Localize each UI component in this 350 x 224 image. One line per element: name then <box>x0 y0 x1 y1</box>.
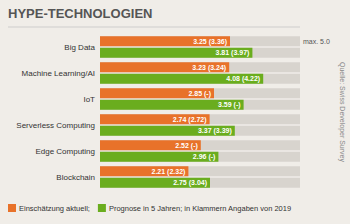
bar <box>100 152 218 162</box>
data-label: 3.23 (3.24) <box>192 64 226 72</box>
chart: HYPE-TECHNOLOGIEN Big Data 3.25 (3.36) 3.81… <box>0 0 350 224</box>
category-label: Blockchain <box>56 173 95 182</box>
data-label: 3.25 (3.36) <box>193 38 227 46</box>
source: Quelle: Swiss Developer Survey <box>338 62 346 162</box>
track <box>100 48 300 58</box>
bar <box>100 100 244 110</box>
background <box>0 0 350 224</box>
track <box>100 140 300 150</box>
track <box>100 114 300 124</box>
track <box>100 126 300 136</box>
data-label: 3.81 (3.97) <box>216 49 250 57</box>
legend-entry: Einschätzung aktuell; <box>19 204 90 213</box>
bar <box>100 74 263 84</box>
track <box>100 178 300 188</box>
category-label: Big Data <box>64 43 95 52</box>
bar <box>100 88 214 98</box>
bar <box>100 36 230 46</box>
data-label: 2.75 (3.04) <box>173 179 207 187</box>
legend-entry: Prognose in 5 Jahren; in Klammern Angabe… <box>109 204 291 213</box>
top-rule <box>8 27 300 28</box>
labels: Big Data 3.25 (3.36) 3.81 (3.97) Machine Le… <box>16 38 260 188</box>
data-label: 2.85 (-) <box>188 90 211 98</box>
data-label: 2.74 (2.72) <box>173 116 207 124</box>
data-label: 2.52 (-) <box>175 142 198 150</box>
track <box>100 152 300 162</box>
track <box>100 88 300 98</box>
data-label: 3.37 (3.39) <box>198 127 232 135</box>
track <box>100 62 300 72</box>
legend-swatch <box>98 204 106 212</box>
legend-swatch <box>8 204 16 212</box>
bar <box>100 48 252 58</box>
track <box>100 100 300 110</box>
track <box>100 36 300 46</box>
track <box>100 166 300 176</box>
data-label: 2.96 (-) <box>193 153 216 161</box>
data-label: 3.59 (-) <box>218 101 241 109</box>
bars <box>100 36 300 188</box>
category-label: IoT <box>83 95 95 104</box>
bar <box>100 114 210 124</box>
category-label: Edge Computing <box>35 147 95 156</box>
annotation: max. 5.0 <box>303 38 330 45</box>
bar <box>100 166 188 176</box>
bar <box>100 178 210 188</box>
category-label: Serverless Computing <box>16 121 95 130</box>
bar <box>100 62 229 72</box>
category-label: Machine Learning/AI <box>22 69 95 78</box>
bar <box>100 140 201 150</box>
track <box>100 74 300 84</box>
data-label: 2.21 (2.32) <box>152 168 186 176</box>
bar <box>100 126 235 136</box>
data-label: 4.08 (4.22) <box>226 75 260 83</box>
title: HYPE-TECHNOLOGIEN <box>8 6 152 21</box>
legend: Einschätzung aktuell; Prognose in 5 Jahre… <box>8 204 291 213</box>
